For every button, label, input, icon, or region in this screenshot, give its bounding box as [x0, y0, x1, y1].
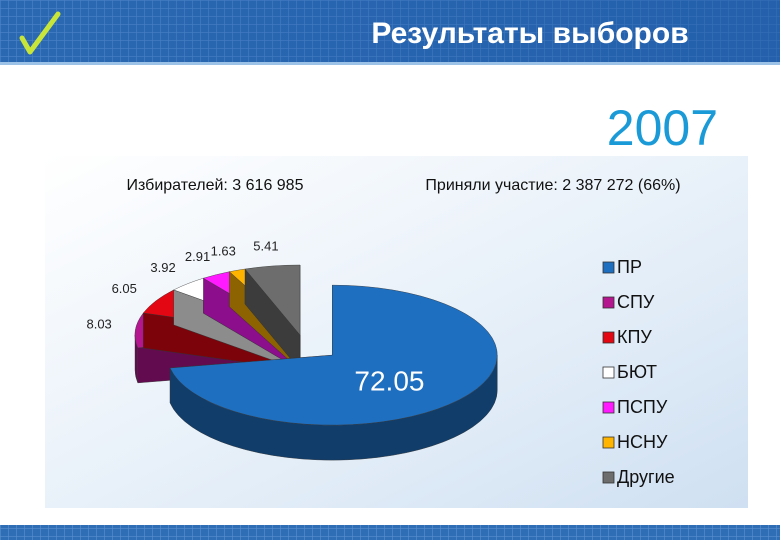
legend-marker — [602, 366, 615, 379]
annotation: Избирателей: 3 616 985 — [127, 177, 304, 194]
legend-label: БЮТ — [617, 362, 657, 382]
data-label: 5.41 — [253, 238, 278, 253]
pie-chart: 72.05 8.03 6.05 3.92 2.91 1.63 5.41 ПР СПУ КПУ БЮТ… — [86, 238, 674, 486]
annotation: Приняли участие: 2 387 272 (66%) — [425, 177, 680, 194]
slice — [244, 264, 301, 336]
year: 2007 — [607, 100, 718, 156]
header-shade — [0, 0, 780, 62]
data-label: 3.92 — [150, 260, 175, 275]
legend-marker — [602, 436, 615, 449]
legend-marker — [602, 471, 615, 484]
legend-label: СПУ — [617, 292, 655, 312]
data-label: 72.05 — [354, 366, 424, 397]
data-label: 2.91 — [185, 249, 210, 264]
legend-marker — [602, 296, 615, 309]
legend-label: ПСПУ — [617, 397, 668, 417]
slice — [169, 284, 498, 426]
slide-title: Результаты выборов — [371, 17, 688, 50]
legend-label: Другие — [617, 467, 675, 487]
legend-label: НСНУ — [617, 432, 668, 452]
data-label: 1.63 — [211, 243, 236, 258]
legend-label: КПУ — [617, 327, 652, 347]
data-label: 8.03 — [86, 317, 111, 332]
check-icon — [19, 11, 61, 55]
legend-marker — [602, 331, 615, 344]
legend-label: ПР — [617, 257, 642, 277]
legend-marker — [602, 261, 615, 274]
footer-band — [0, 525, 780, 540]
legend-marker — [602, 401, 615, 414]
header-rule — [0, 62, 780, 65]
data-label: 6.05 — [112, 281, 137, 296]
